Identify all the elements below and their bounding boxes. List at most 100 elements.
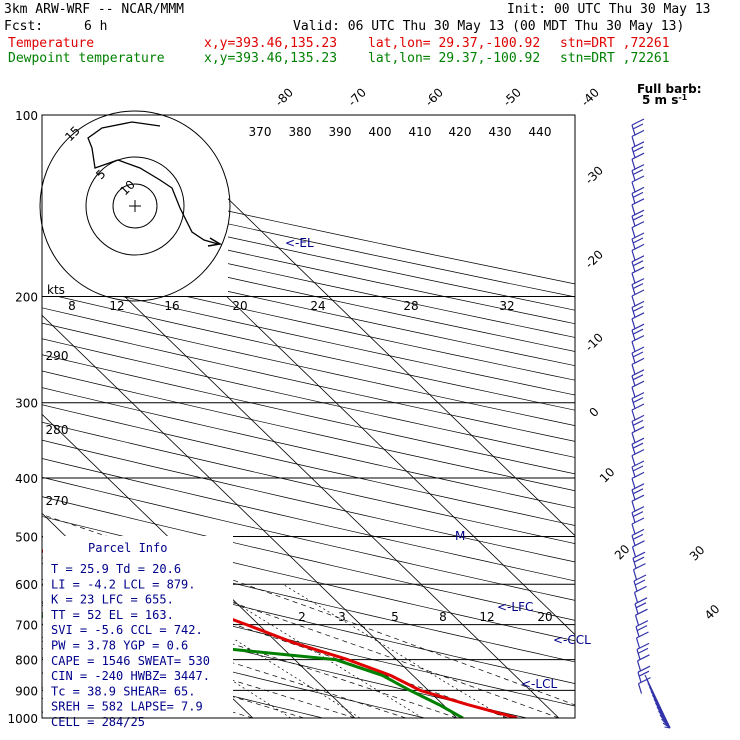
wind-barb (631, 273, 636, 284)
isotherm-tick-label: 20 (612, 542, 633, 563)
wind-barb (637, 665, 651, 673)
wind-barb (631, 209, 645, 217)
wind-barb (631, 369, 645, 377)
init-time: Init: 00 UTC Thu 30 May 13 (507, 2, 711, 17)
wind-barb (631, 129, 645, 137)
isotherm-tick-label: 10 (597, 465, 618, 486)
wind-barb (634, 615, 640, 626)
wind-barb (632, 397, 644, 404)
isotherm-tick-label: 0 (587, 405, 602, 420)
moist-adiabat (42, 539, 559, 718)
wind-barb (632, 511, 644, 518)
pressure-tick-label: 900 (15, 684, 38, 698)
dry-adiabat (42, 263, 575, 381)
moist-adiabat (42, 623, 355, 718)
parcel-info-row: CELL = 284/25 (51, 715, 145, 729)
wind-barb (631, 501, 636, 512)
wind-barb (631, 124, 636, 136)
wind-barb (632, 465, 644, 472)
dry-adiabat (42, 496, 575, 621)
mixing-ratio-label: 8 (439, 610, 447, 624)
wind-barb (635, 608, 648, 616)
wind-barb (631, 232, 645, 240)
pressure-tick-label: 500 (15, 530, 38, 544)
wind-barb (631, 512, 636, 523)
level-markers: <-EL <-LFC <-CCL <-LCL M (285, 236, 591, 691)
wind-barb (631, 392, 645, 400)
dry-adiabat (42, 601, 529, 718)
dry-adiabat (42, 322, 575, 442)
wind-barb (632, 191, 644, 198)
theta-tick-label: 440 (529, 125, 552, 139)
wind-barb (631, 455, 636, 466)
isotherm-tick-label: -40 (578, 85, 602, 109)
wind-barb (633, 563, 646, 571)
wind-barb (631, 118, 645, 126)
wind-barb (631, 471, 645, 479)
parcel-info-row: K = 23 LFC = 655. (51, 593, 174, 607)
wind-barb (636, 642, 650, 650)
temperature-legend-label: Temperature (8, 36, 95, 51)
wind-barb (631, 175, 645, 183)
mixing-ratio-line (282, 583, 506, 718)
wind-barb (631, 375, 636, 386)
wind-barb (636, 625, 648, 632)
wind-barb (631, 312, 645, 320)
dry-adiabat (42, 579, 575, 707)
hodograph-trace (87, 121, 219, 245)
hodograph-ring (85, 156, 185, 256)
parcel-info-title: Parcel Info (88, 541, 167, 555)
hodograph-speed-label: 8 (68, 299, 76, 313)
fcst-label: Fcst: (4, 19, 44, 34)
dewpoint-station: stn=DRT ,72261 (560, 51, 670, 66)
isotherm-tick-label: 40 (702, 602, 723, 623)
wind-barb (635, 602, 647, 609)
dry-adiabat (42, 476, 575, 601)
wind-barb (631, 278, 645, 286)
level-label: <-LFC (497, 600, 533, 614)
pressure-tick-label: 1000 (7, 712, 38, 726)
hodograph-ring (39, 110, 231, 302)
dry-adiabat (42, 516, 575, 642)
pressure-tick-label: 800 (15, 654, 38, 668)
wind-barb (632, 442, 644, 449)
wind-barb (631, 136, 636, 147)
wind-barb (631, 204, 636, 215)
wind-barb (631, 147, 636, 158)
wind-barb (632, 419, 644, 426)
isotherm-line (42, 215, 560, 718)
wind-barb (631, 227, 636, 238)
wind-barb (632, 569, 638, 580)
parcel-info-row: SREH = 582 LAPSE= 7.9 (51, 700, 203, 714)
theta-left-label: 290 (46, 349, 69, 363)
wind-barb (636, 649, 641, 660)
isotherm-tick-label: -30 (582, 163, 606, 187)
temperature-station: stn=DRT ,72261 (560, 36, 670, 51)
wind-barb (632, 305, 644, 312)
wind-barb (637, 647, 649, 654)
hodograph-speed-label: 28 (403, 299, 418, 313)
parcel-info-row: T = 25.9 Td = 20.6 (51, 562, 181, 576)
hodograph-units: kts (47, 283, 65, 297)
dewpoint-latlon: lat,lon= 29.37,-100.92 (368, 51, 541, 66)
wind-barb (631, 170, 636, 181)
isotherm-tick-label: -80 (272, 85, 296, 109)
dry-adiabat (42, 249, 575, 367)
theta-tick-label: 370 (249, 125, 272, 139)
parcel-info-row: TT = 52 EL = 163. (51, 608, 174, 622)
wind-barb (631, 181, 636, 193)
wind-barb (632, 146, 644, 153)
wind-barb (631, 528, 645, 536)
wind-barb (632, 328, 644, 335)
wind-barb (632, 488, 644, 495)
hodograph-speed-label: 24 (310, 299, 325, 313)
wind-barbs (631, 118, 671, 729)
wind-barb (632, 551, 646, 559)
wind-barb (631, 250, 636, 261)
parcel-info-row: LI = -4.2 LCL = 879. (51, 577, 196, 591)
wind-barb (631, 403, 645, 411)
wind-barb (631, 255, 645, 263)
wind-barb (631, 546, 637, 557)
wind-barb (631, 346, 645, 354)
wind-barb (631, 284, 636, 295)
